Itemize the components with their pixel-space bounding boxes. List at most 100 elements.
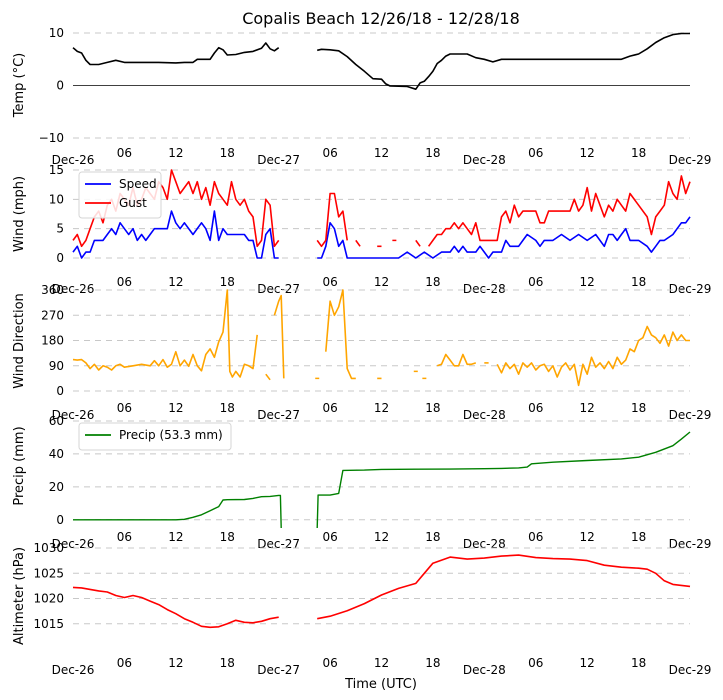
x-tick-label: 18 — [425, 656, 440, 670]
x-tick-label: 18 — [220, 401, 235, 415]
series-gust-line — [355, 239, 361, 247]
x-axis-label: Time (UTC) — [344, 677, 417, 692]
x-tick-label: 06 — [322, 656, 337, 670]
x-tick-label: 18 — [425, 275, 440, 289]
series-speed-line — [72, 210, 279, 259]
x-tick-label: 12 — [374, 146, 389, 160]
x-tick-label: 18 — [631, 656, 646, 670]
x-tick-label: 12 — [580, 275, 595, 289]
x-tick-label: 12 — [374, 656, 389, 670]
x-tick-label: Dec-26 — [52, 282, 95, 296]
figure-title: Copalis Beach 12/26/18 - 12/28/18 — [242, 9, 520, 28]
panel-precipitation: 60 40 20 0 Precip (mm) Dec-26 06 12 18 Dec-27 06 12… — [12, 414, 711, 551]
y-tick-label: 360 — [41, 283, 64, 297]
x-tick-label: 18 — [220, 146, 235, 160]
x-tick-label: Dec-29 — [669, 537, 712, 551]
series-temp-line — [72, 42, 280, 66]
x-tick-label: 06 — [528, 146, 543, 160]
x-tick-label: Dec-29 — [669, 282, 712, 296]
x-tick-label: 18 — [631, 401, 646, 415]
x-tick-label: 06 — [528, 656, 543, 670]
x-tick-label: 12 — [168, 146, 183, 160]
series-direction-line — [496, 325, 690, 387]
x-tick-label: 12 — [168, 656, 183, 670]
x-tick-label: 18 — [631, 146, 646, 160]
x-tick-label: 18 — [220, 656, 235, 670]
x-tick-label: 12 — [168, 275, 183, 289]
series-gust-line — [316, 192, 348, 248]
x-tick-label: 06 — [528, 401, 543, 415]
panel-altimeter: 1030 1025 1020 1015 Altimeter (hPa) Dec-26 06 1… — [12, 541, 711, 677]
x-tick-label: 18 — [220, 275, 235, 289]
y-tick-label: 40 — [49, 447, 64, 461]
y-tick-label: 180 — [41, 334, 64, 348]
x-tick-label: 18 — [220, 530, 235, 544]
x-tick-label: Dec-26 — [52, 537, 95, 551]
y-tick-label: 10 — [49, 26, 64, 40]
legend-box — [78, 422, 232, 451]
series-precip-line — [73, 494, 282, 529]
x-tick-label: 12 — [168, 401, 183, 415]
x-tick-label: 12 — [580, 656, 595, 670]
series-direction-line — [72, 289, 258, 378]
x-tick-label: Dec-27 — [257, 537, 300, 551]
x-tick-label: Dec-29 — [669, 408, 712, 422]
x-tick-label: Dec-28 — [463, 282, 506, 296]
y-tick-label: 0 — [56, 513, 64, 527]
y-tick-label: 270 — [41, 308, 64, 322]
x-tick-label: Dec-26 — [52, 153, 95, 167]
x-tick-label: 06 — [117, 146, 132, 160]
x-tick-label: 06 — [117, 656, 132, 670]
series-precip-line — [316, 431, 691, 529]
x-tick-label: 06 — [117, 530, 132, 544]
x-tick-label: 12 — [580, 146, 595, 160]
x-tick-label: 06 — [322, 275, 337, 289]
x-tick-label: Dec-27 — [257, 408, 300, 422]
x-tick-label: Dec-26 — [52, 408, 95, 422]
series-gust-line — [427, 175, 691, 247]
x-tick-label: 18 — [425, 146, 440, 160]
series-altimeter-line — [317, 554, 691, 620]
x-tick-label: Dec-27 — [257, 153, 300, 167]
y-tick-label: 1020 — [33, 592, 64, 606]
x-tick-label: Dec-29 — [669, 153, 712, 167]
x-tick-label: Dec-28 — [463, 408, 506, 422]
y-tick-label: 10 — [49, 192, 64, 206]
legend-label: Gust — [119, 196, 147, 210]
series-direction-line — [273, 294, 285, 379]
x-tick-label: 06 — [528, 275, 543, 289]
y-tick-label: 60 — [49, 414, 64, 428]
x-tick-label: 06 — [117, 275, 132, 289]
legend-label: Precip (53.3 mm) — [119, 428, 223, 442]
y-tick-label: 0 — [56, 384, 64, 398]
y-axis-label: Wind (mph) — [12, 176, 27, 252]
y-tick-label: 1015 — [33, 617, 64, 631]
panel-temperature: 10 0 −10 Temp (°C) Dec-26 06 12 18 Dec-27 06 12 18 D… — [12, 26, 711, 167]
series-gust-line — [415, 239, 421, 247]
x-tick-label: 06 — [322, 530, 337, 544]
y-tick-label: −10 — [39, 131, 64, 145]
panel-wind: 15 10 5 0 Wind (mph) Dec-26 06 12 18 Dec-27 06 12 18… — [12, 163, 711, 296]
y-axis-label: Wind Direction — [12, 293, 27, 389]
y-tick-label: 1025 — [33, 566, 64, 580]
y-tick-label: 5 — [56, 222, 64, 236]
x-tick-label: Dec-27 — [257, 282, 300, 296]
x-tick-label: Dec-28 — [463, 663, 506, 677]
series-direction-line — [265, 373, 271, 381]
x-tick-label: Dec-29 — [669, 663, 712, 677]
x-tick-label: Dec-28 — [463, 153, 506, 167]
panel-wind_direction: 360 270 180 90 0 Wind Direction Dec-26 06 12 18 De… — [12, 283, 711, 422]
series-temp-line — [317, 32, 690, 90]
series-altimeter-line — [72, 586, 279, 629]
x-tick-label: Dec-26 — [52, 663, 95, 677]
y-axis-label: Temp (°C) — [12, 53, 27, 119]
x-tick-label: Dec-27 — [257, 663, 300, 677]
x-tick-label: 06 — [322, 401, 337, 415]
x-tick-label: 06 — [322, 146, 337, 160]
x-tick-label: Dec-28 — [463, 537, 506, 551]
series-speed-line — [317, 216, 691, 259]
series-direction-line — [436, 353, 477, 367]
y-tick-label: 90 — [49, 359, 64, 373]
y-tick-label: 20 — [49, 480, 64, 494]
